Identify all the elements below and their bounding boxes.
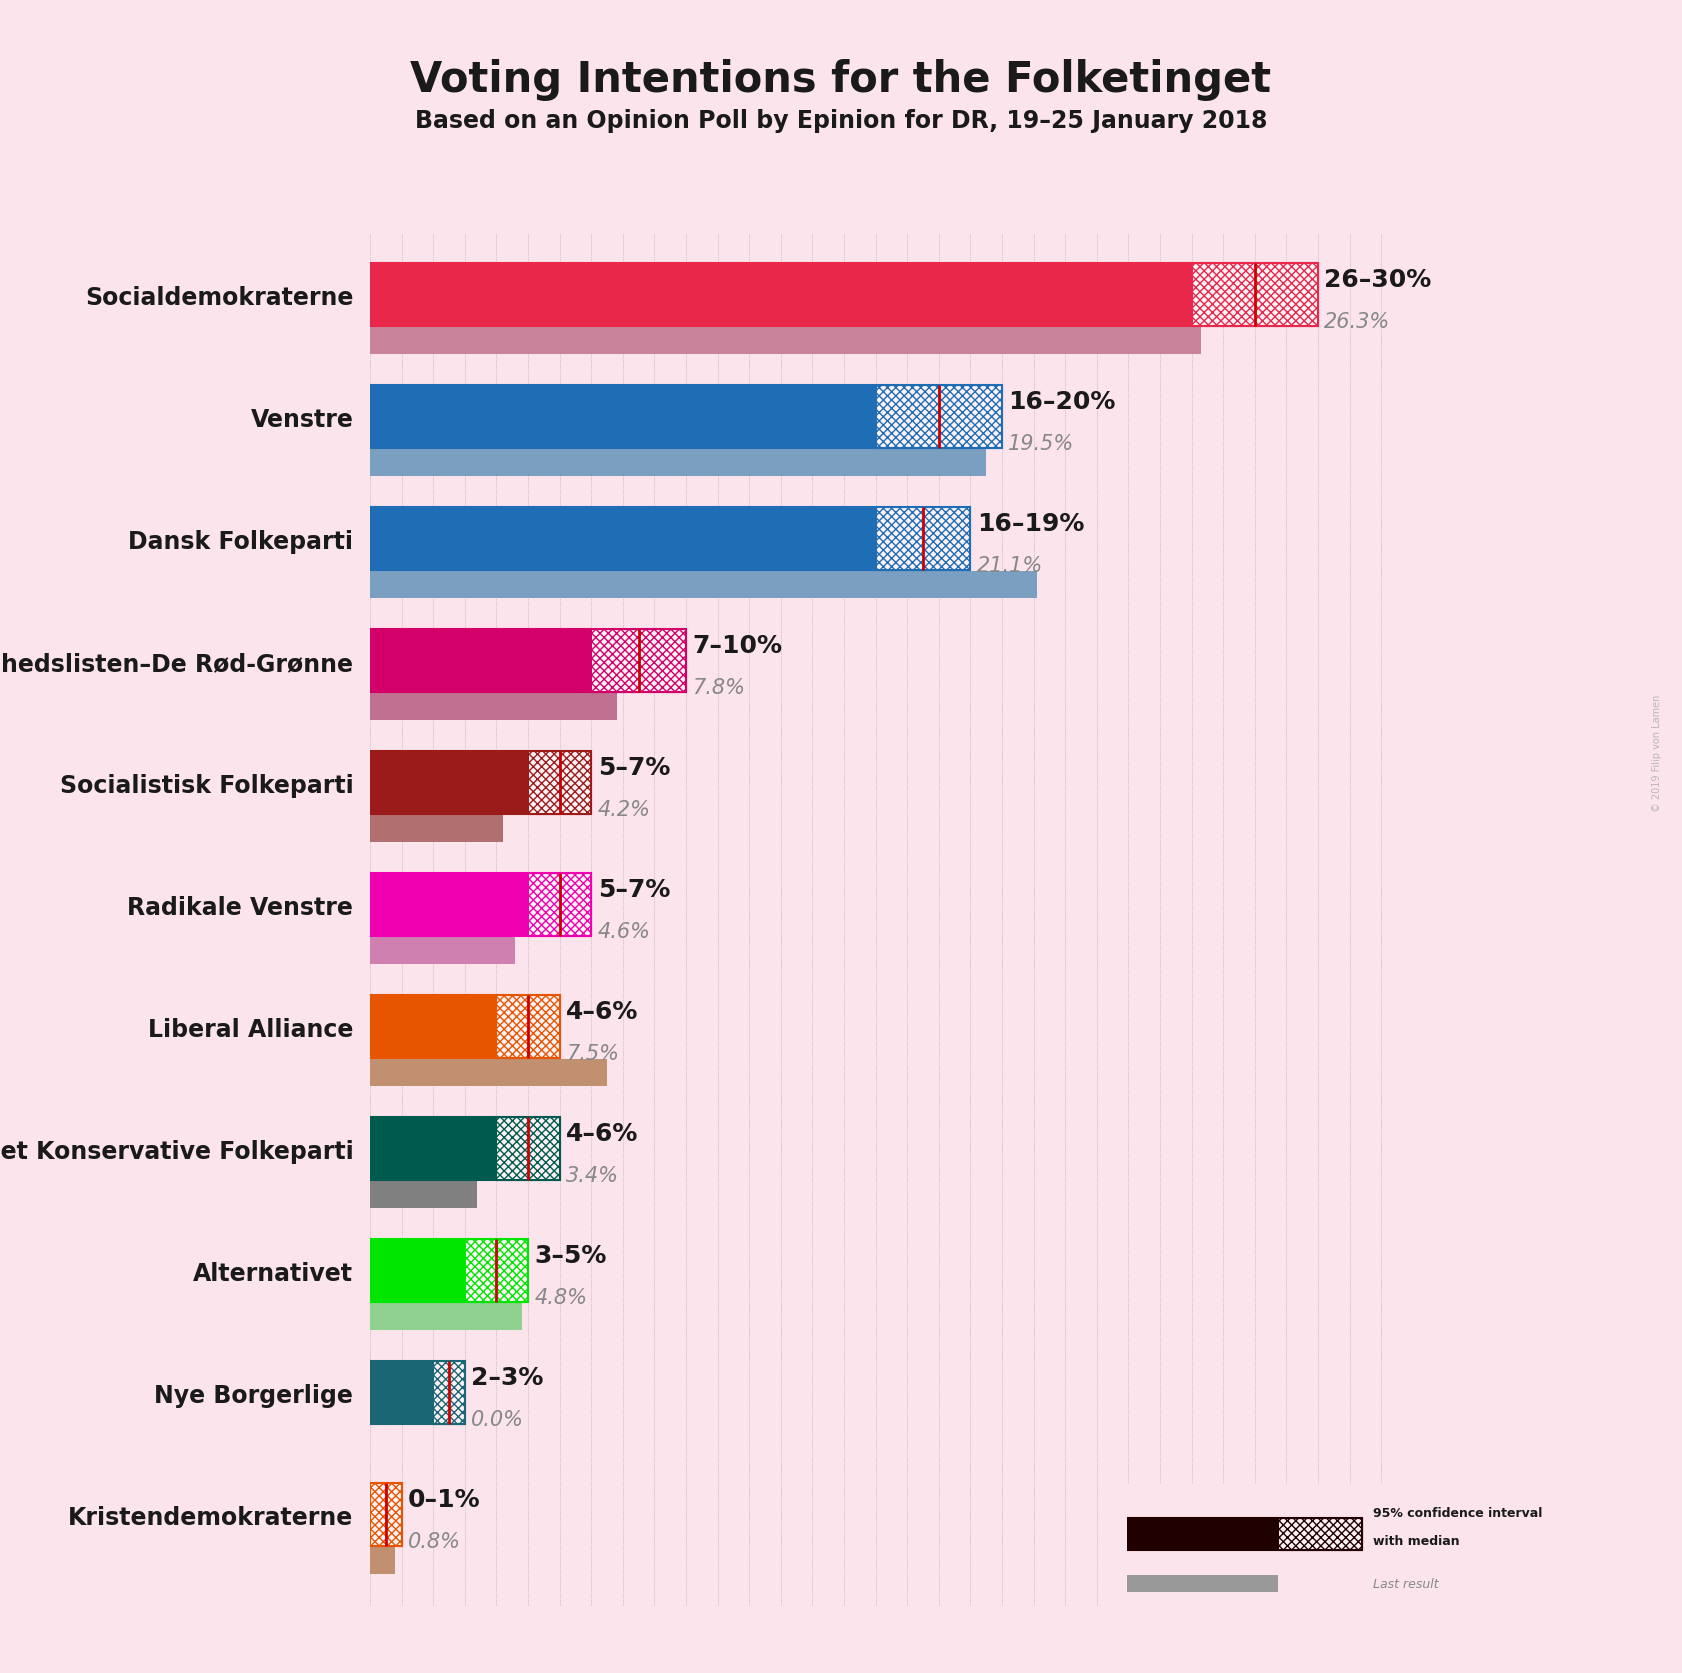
Bar <box>370 629 686 693</box>
Bar <box>876 507 971 570</box>
Bar <box>370 572 1036 599</box>
Text: 5–7%: 5–7% <box>597 877 669 902</box>
Bar <box>496 1118 560 1181</box>
Bar <box>370 1118 496 1181</box>
Bar <box>370 995 560 1059</box>
Bar <box>370 1181 478 1208</box>
Bar <box>370 385 876 448</box>
Bar <box>876 385 1002 448</box>
Bar <box>370 873 528 937</box>
Bar <box>370 263 1191 326</box>
Bar <box>592 629 686 693</box>
Bar <box>1191 263 1319 326</box>
Bar <box>528 751 592 815</box>
Bar <box>434 1360 464 1424</box>
Text: 26–30%: 26–30% <box>1324 268 1431 291</box>
Bar <box>464 1240 528 1303</box>
Text: 19.5%: 19.5% <box>1009 433 1075 453</box>
Bar <box>528 873 592 937</box>
Bar <box>370 995 496 1059</box>
Text: 3–5%: 3–5% <box>535 1243 607 1266</box>
Text: © 2019 Filip von Lamen: © 2019 Filip von Lamen <box>1652 694 1662 811</box>
Bar <box>370 1303 521 1330</box>
Bar <box>370 1482 402 1546</box>
Text: with median: with median <box>1373 1534 1460 1548</box>
Bar <box>370 263 1319 326</box>
Bar <box>496 1118 560 1181</box>
Text: 4.8%: 4.8% <box>535 1288 587 1308</box>
Text: 5–7%: 5–7% <box>597 755 669 780</box>
Bar <box>370 939 515 965</box>
Bar <box>370 1240 464 1303</box>
Text: 21.1%: 21.1% <box>977 555 1043 576</box>
Text: 95% confidence interval: 95% confidence interval <box>1373 1506 1542 1519</box>
Bar <box>1278 1517 1362 1549</box>
Text: 4.6%: 4.6% <box>597 922 651 942</box>
Text: 26.3%: 26.3% <box>1324 313 1391 331</box>
Text: 0.0%: 0.0% <box>471 1410 525 1429</box>
Bar <box>496 995 560 1059</box>
Bar <box>370 816 503 843</box>
Bar <box>1127 1517 1278 1549</box>
Text: 2–3%: 2–3% <box>471 1365 543 1389</box>
Bar <box>370 1482 402 1546</box>
Bar <box>496 995 560 1059</box>
Bar <box>370 1360 464 1424</box>
Bar <box>370 507 971 570</box>
Text: 3.4%: 3.4% <box>565 1166 619 1186</box>
Text: 7–10%: 7–10% <box>693 632 782 657</box>
Bar <box>370 385 1002 448</box>
Text: 16–19%: 16–19% <box>977 512 1085 535</box>
Bar <box>370 694 617 721</box>
Text: 4–6%: 4–6% <box>565 999 639 1022</box>
Bar <box>370 629 592 693</box>
Text: 4–6%: 4–6% <box>565 1121 639 1144</box>
Bar <box>370 1240 528 1303</box>
Text: 0.8%: 0.8% <box>409 1531 461 1551</box>
Bar <box>1127 1574 1278 1593</box>
Bar <box>370 751 528 815</box>
Bar <box>528 873 592 937</box>
Text: 0–1%: 0–1% <box>409 1487 481 1511</box>
Text: 4.2%: 4.2% <box>597 800 651 820</box>
Bar <box>370 1482 402 1546</box>
Text: 16–20%: 16–20% <box>1009 390 1115 413</box>
Bar <box>464 1240 528 1303</box>
Text: Based on an Opinion Poll by Epinion for DR, 19–25 January 2018: Based on an Opinion Poll by Epinion for … <box>415 109 1267 132</box>
Bar <box>370 1059 607 1086</box>
Bar <box>876 385 1002 448</box>
Bar <box>1278 1517 1362 1549</box>
Bar <box>370 450 986 477</box>
Bar <box>370 1548 395 1574</box>
Bar <box>592 629 686 693</box>
Bar <box>370 507 876 570</box>
Bar <box>876 507 971 570</box>
Text: Last result: Last result <box>1373 1578 1438 1589</box>
Bar <box>370 873 592 937</box>
Bar <box>1191 263 1319 326</box>
Bar <box>370 1118 560 1181</box>
Text: 7.5%: 7.5% <box>565 1044 619 1064</box>
Bar <box>528 751 592 815</box>
Bar <box>434 1360 464 1424</box>
Bar <box>370 751 592 815</box>
Bar <box>370 328 1201 355</box>
Bar <box>370 1360 434 1424</box>
Text: 7.8%: 7.8% <box>693 678 745 698</box>
Text: Voting Intentions for the Folketinget: Voting Intentions for the Folketinget <box>410 59 1272 100</box>
Bar <box>1127 1517 1362 1549</box>
